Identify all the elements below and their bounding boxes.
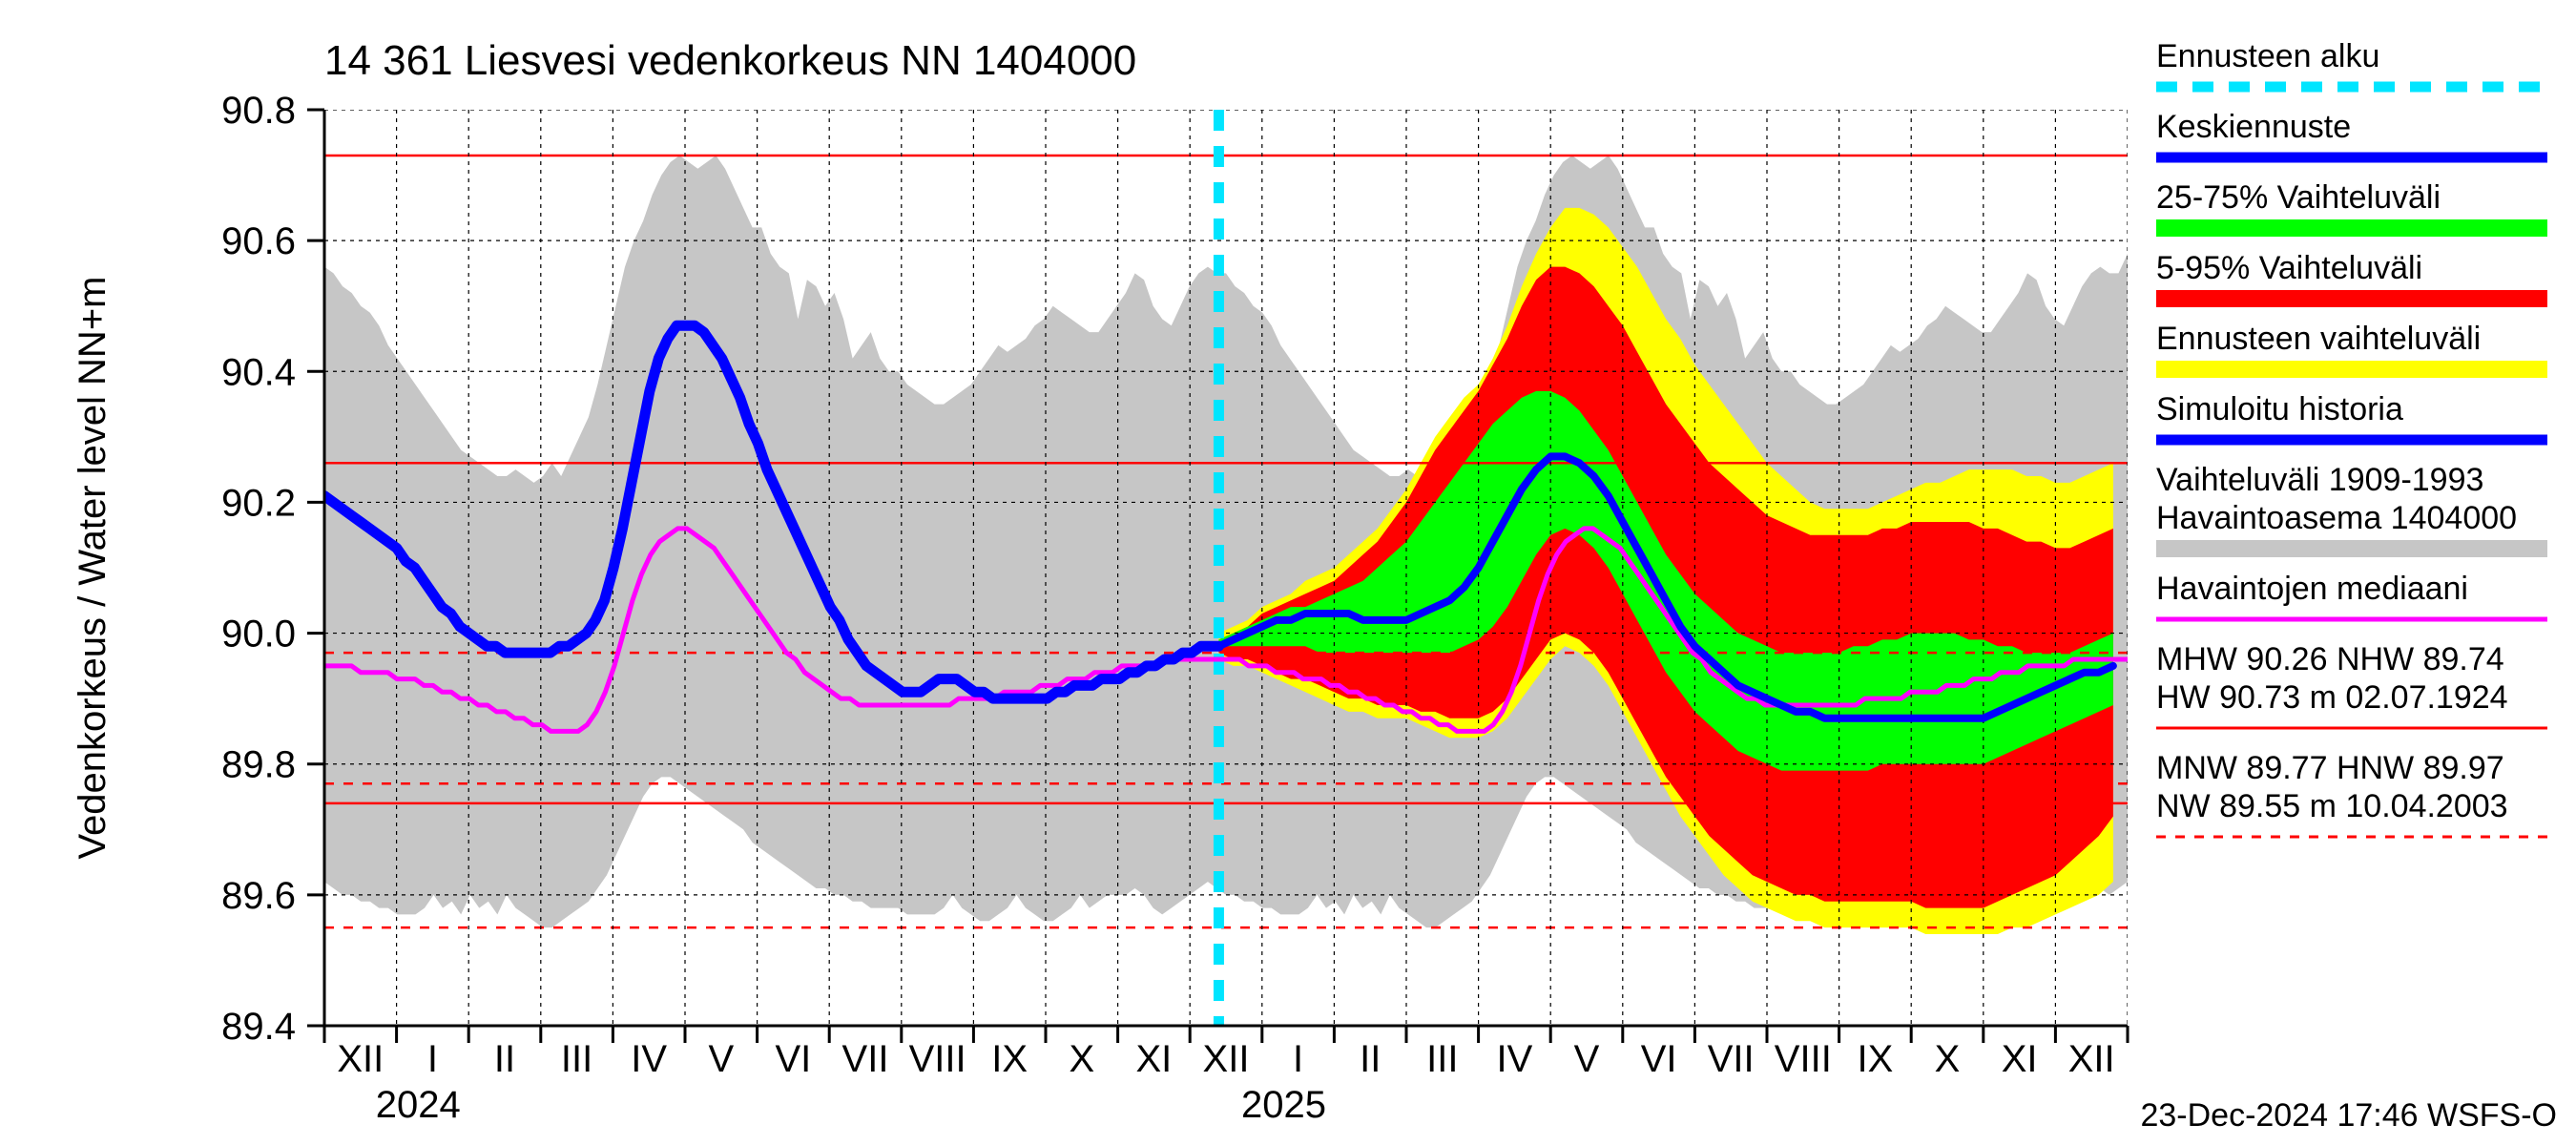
legend-label2: HW 90.73 m 02.07.1924 [2156, 679, 2508, 716]
y-tick-label: 90.8 [221, 90, 296, 132]
chart-title: 14 361 Liesvesi vedenkorkeus NN 1404000 [324, 37, 1136, 84]
legend-swatch [2156, 290, 2547, 307]
x-year-label: 2024 [376, 1084, 461, 1126]
x-month-label: III [561, 1038, 592, 1080]
x-month-label: VII [842, 1038, 889, 1080]
x-month-label: VI [1641, 1038, 1677, 1080]
x-month-label: I [1293, 1038, 1303, 1080]
x-month-label: VI [776, 1038, 812, 1080]
x-month-label: VIII [909, 1038, 966, 1080]
x-month-label: X [1935, 1038, 1961, 1080]
legend-label: Havaintojen mediaani [2156, 571, 2468, 607]
y-tick-label: 90.6 [221, 220, 296, 262]
legend-swatch [2156, 219, 2547, 237]
legend-label: Ennusteen vaihteluväli [2156, 321, 2481, 357]
y-axis-label: Vedenkorkeus / Water level NN+m [72, 277, 114, 860]
x-month-label: III [1426, 1038, 1458, 1080]
x-month-label: XII [337, 1038, 384, 1080]
legend-label: 5-95% Vaihteluväli [2156, 250, 2422, 286]
y-tick-label: 90.4 [221, 351, 296, 393]
legend-label: Ennusteen alku [2156, 38, 2379, 74]
x-month-label: XI [1136, 1038, 1173, 1080]
x-month-label: V [708, 1038, 734, 1080]
legend-swatch [2156, 361, 2547, 378]
y-tick-label: 90.0 [221, 614, 296, 656]
x-year-label: 2025 [1241, 1084, 1326, 1126]
legend-label: MNW 89.77 HNW 89.97 [2156, 750, 2504, 786]
x-month-label: XII [1203, 1038, 1250, 1080]
legend-label: 25-75% Vaihteluväli [2156, 179, 2441, 216]
y-tick-label: 89.8 [221, 744, 296, 786]
x-month-label: I [427, 1038, 438, 1080]
x-month-label: IV [1497, 1038, 1533, 1080]
hydrograph-chart: 89.489.689.890.090.290.490.690.8XIIIIIII… [0, 0, 2576, 1145]
y-tick-label: 89.4 [221, 1006, 296, 1048]
legend-sublabel: Havaintoasema 1404000 [2156, 500, 2517, 536]
x-month-label: IX [1858, 1038, 1894, 1080]
footer-timestamp: 23-Dec-2024 17:46 WSFS-O [2140, 1097, 2557, 1134]
legend-label: Vaihteluväli 1909-1993 [2156, 462, 2483, 498]
chart-container: 89.489.689.890.090.290.490.690.8XIIIIIII… [0, 0, 2576, 1145]
y-tick-label: 90.2 [221, 482, 296, 524]
legend-label: MHW 90.26 NHW 89.74 [2156, 641, 2504, 677]
legend-label: Keskiennuste [2156, 109, 2351, 145]
x-month-label: VIII [1775, 1038, 1832, 1080]
legend-label: Simuloitu historia [2156, 391, 2403, 427]
x-month-label: II [1360, 1038, 1381, 1080]
x-month-label: V [1574, 1038, 1600, 1080]
x-month-label: II [494, 1038, 515, 1080]
x-month-label: X [1069, 1038, 1094, 1080]
x-month-label: IX [991, 1038, 1028, 1080]
legend-swatch [2156, 540, 2547, 557]
legend-label2: NW 89.55 m 10.04.2003 [2156, 788, 2508, 824]
x-month-label: XII [2068, 1038, 2115, 1080]
x-month-label: VII [1708, 1038, 1755, 1080]
y-tick-label: 89.6 [221, 875, 296, 917]
x-month-label: XI [2002, 1038, 2038, 1080]
x-month-label: IV [631, 1038, 667, 1080]
